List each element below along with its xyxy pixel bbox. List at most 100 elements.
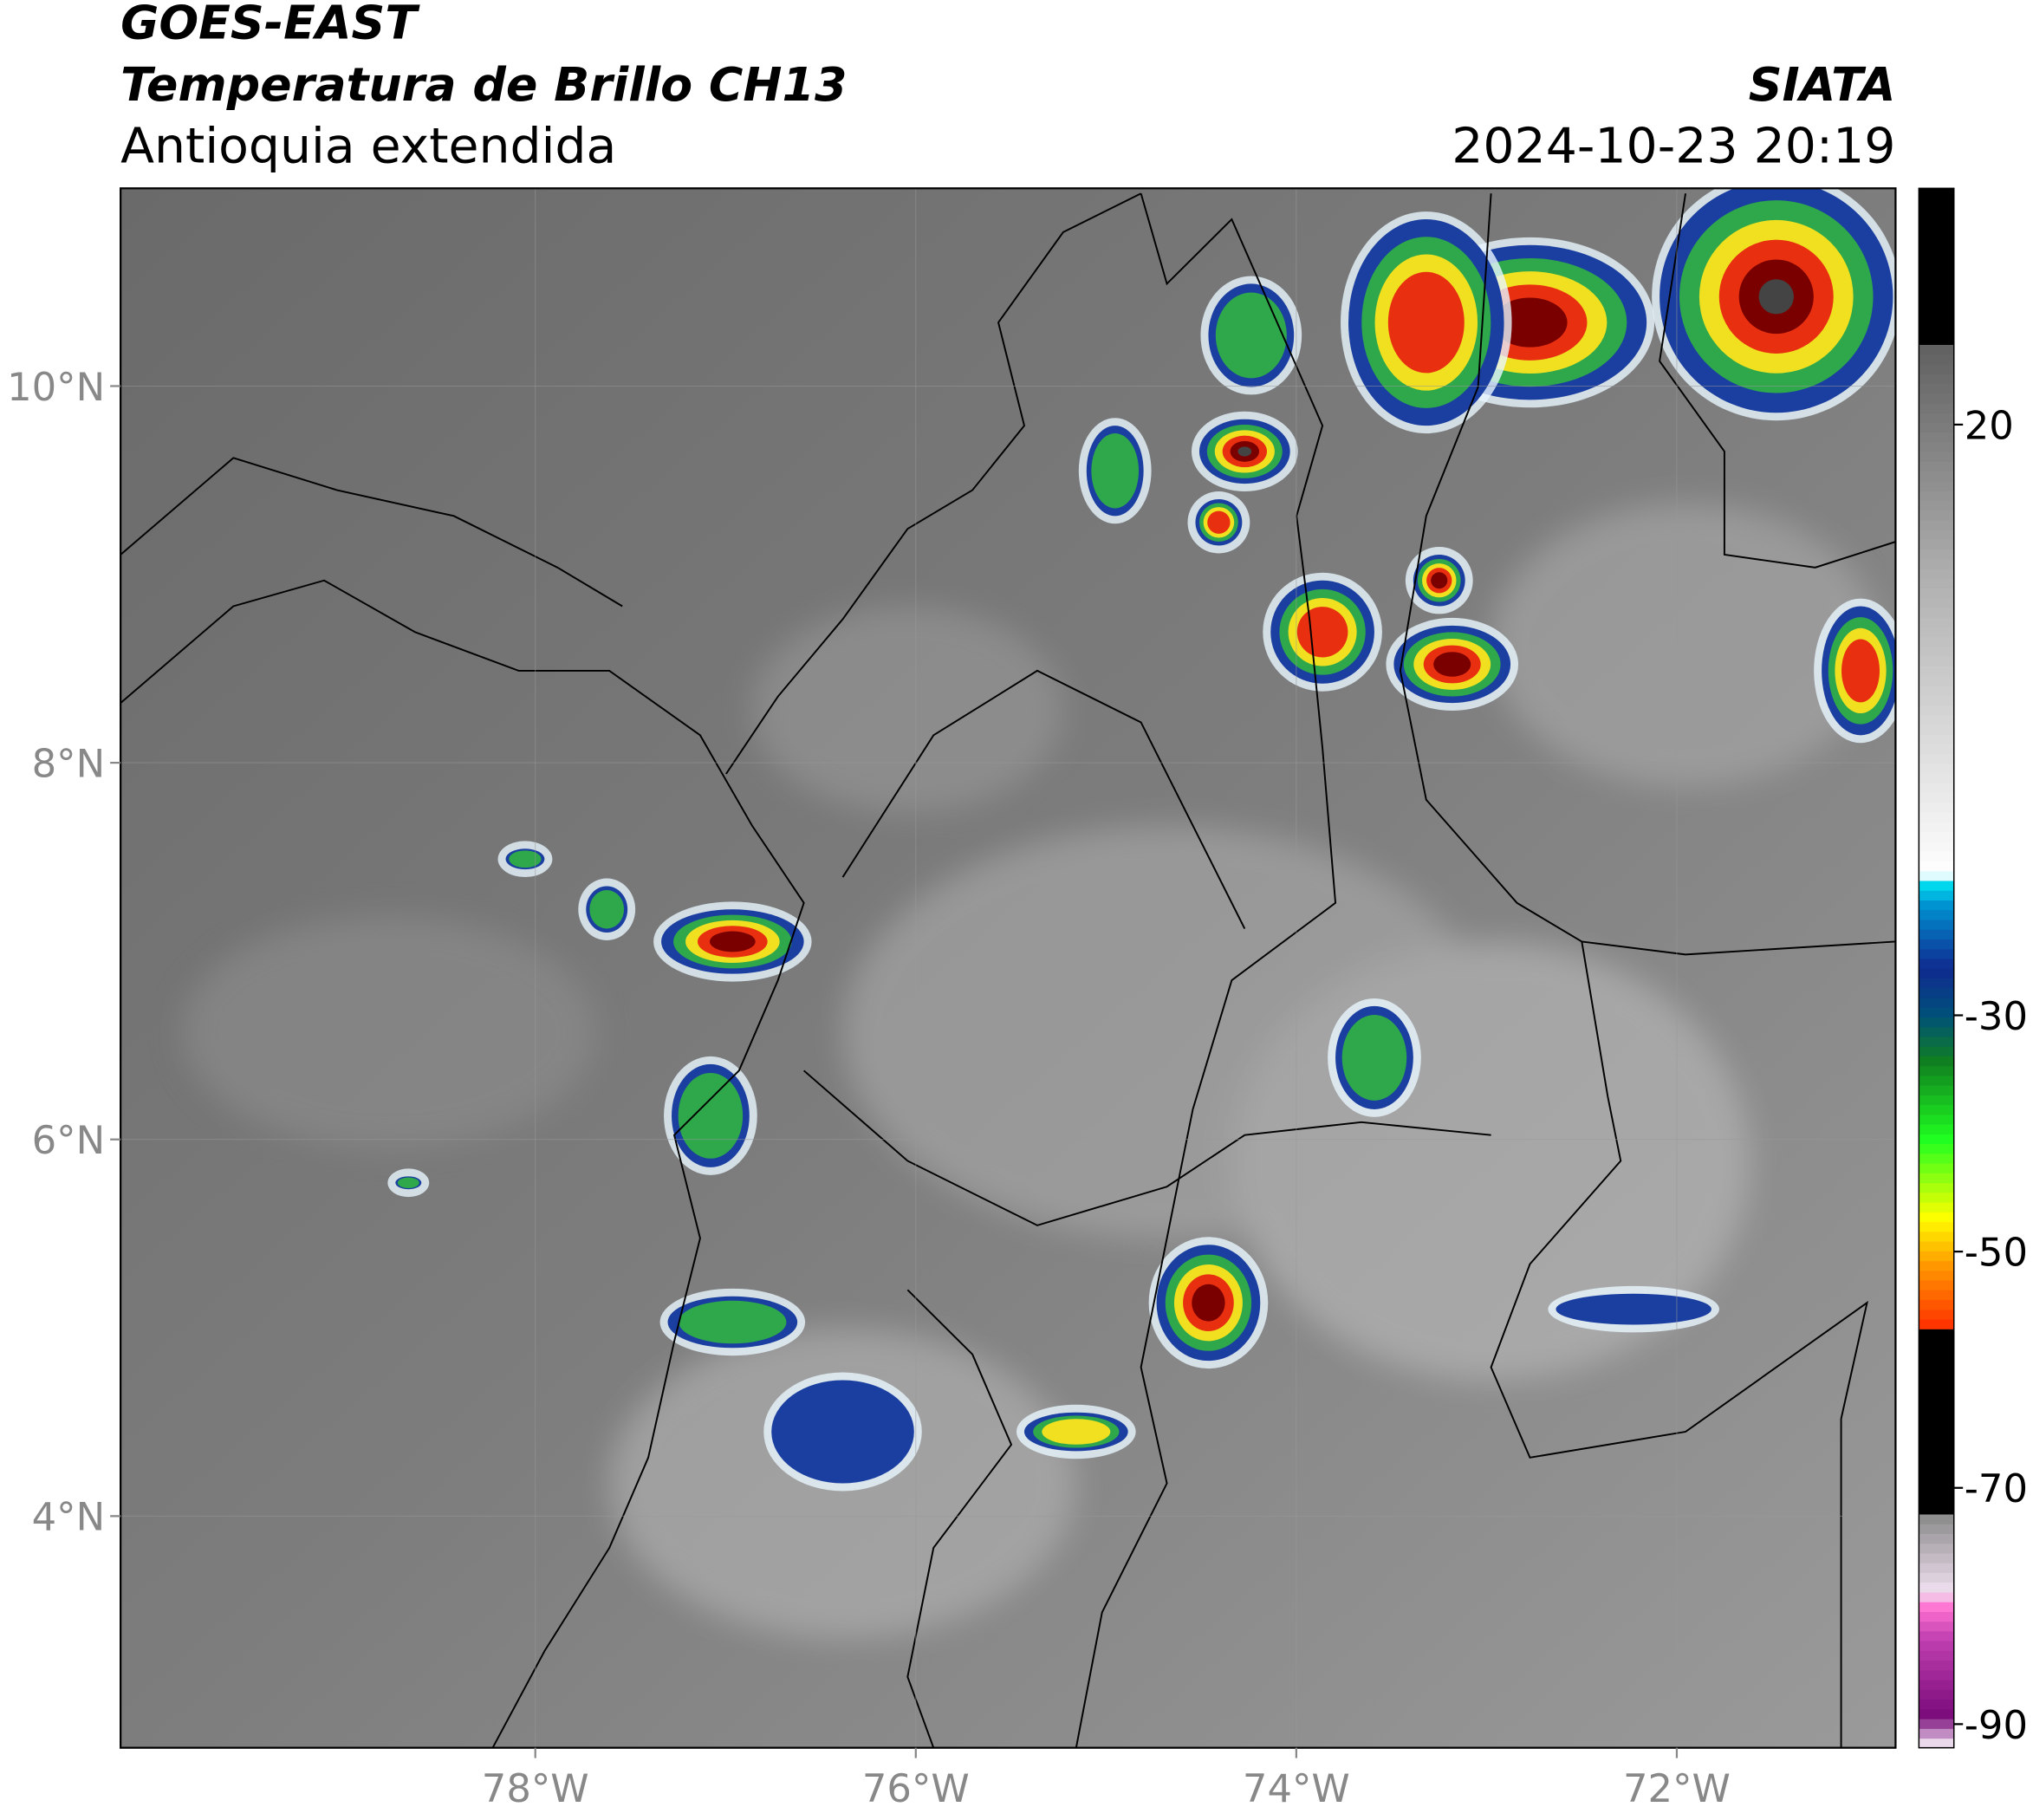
storm-level [1341,1014,1407,1101]
storm-level [678,1072,744,1159]
colorbar-cell [1919,1045,1954,1056]
colorbar-cell [1919,1026,1954,1037]
colorbar-cell [1919,900,1954,911]
colorbar-cell [1919,1114,1954,1125]
colorbar-cell [1919,1718,1954,1729]
colorbar-cell [1919,1104,1954,1115]
colorbar-cell [1919,890,1954,900]
colorbar-cell [1919,266,1954,277]
colorbar-cell [1919,393,1954,404]
colorbar-cell [1919,1075,1954,1086]
storm-level [1841,639,1880,703]
colorbar-cell [1919,188,1954,199]
colorbar-cell [1919,558,1954,569]
colorbar-cell [1919,480,1954,491]
storm-level [1433,652,1471,677]
colorbar-cell [1919,218,1954,229]
colorbar-cell [1919,928,1954,939]
grid [120,188,1896,1748]
colorbar-cell [1919,939,1954,950]
colorbar-cell [1919,1357,1954,1368]
colorbar-cell [1919,441,1954,452]
colorbar-cell [1919,1056,1954,1067]
colorbar-cell [1919,315,1954,326]
colorbar-cell [1919,763,1954,774]
colorbar-cell [1919,1143,1954,1154]
colorbar-cell [1919,519,1954,530]
colorbar-cell [1919,646,1954,657]
colorbar-cell [1919,948,1954,959]
colorbar-cell [1919,1669,1954,1680]
storm-level [509,850,542,868]
colorbar-cell [1919,1095,1954,1106]
colorbar-cell [1919,1446,1954,1457]
borders [120,192,1896,1748]
colorbar-cell [1919,276,1954,287]
colorbar-cell [1919,1407,1954,1418]
colorbar-cell [1919,1679,1954,1690]
colorbar-cell [1919,1455,1954,1466]
colorbar-cell [1919,870,1954,881]
colorbar-cell [1919,734,1954,745]
colorbar-cell [1919,1251,1954,1262]
colorbar-tick-label: -30 [1965,993,2028,1039]
colorbar-cell [1919,305,1954,316]
colorbar-cell [1919,198,1954,209]
x-tick-label: 78°W [482,1765,589,1811]
storm-level [1215,292,1287,379]
colorbar-cell [1919,1435,1954,1446]
colorbar-cell [1919,666,1954,677]
colorbar-cell [1919,1084,1954,1095]
colorbar-cell [1919,1416,1954,1427]
colorbar-cell [1919,685,1954,696]
colorbar-cell [1919,978,1954,989]
colorbar-cell [1919,695,1954,706]
colorbar-cell [1919,1738,1954,1749]
x-tick-label: 72°W [1623,1765,1731,1811]
colorbar-cell [1919,324,1954,335]
storm-level [1758,279,1794,315]
colorbar-cell [1919,1065,1954,1076]
x-tick-label: 74°W [1243,1765,1350,1811]
colorbar-cell [1919,1338,1954,1349]
colorbar-cell [1919,334,1954,345]
colorbar-cell [1919,1426,1954,1437]
colorbar-cell [1919,1543,1954,1554]
colorbar-cell [1919,1396,1954,1407]
colorbar-cell [1919,1474,1954,1485]
y-tick-label: 6°N [32,1117,106,1163]
colorbar-cell [1919,607,1954,618]
colorbar-tick-label: -50 [1965,1230,2028,1276]
colorbar-cell [1919,1640,1954,1651]
storm-level [1207,510,1231,534]
colorbar-cell [1919,773,1954,784]
colorbar-cell [1919,578,1954,589]
storm-level [1492,297,1568,348]
colorbar-cell [1919,1182,1954,1193]
colorbar-cell [1919,1562,1954,1573]
colorbar-cell [1919,1533,1954,1544]
storm-level [1431,572,1448,589]
colorbar-cell [1919,744,1954,755]
map-frame [120,187,1897,1749]
storm-level [1556,1293,1711,1325]
colorbar-cell [1919,802,1954,813]
colorbar-cell [1919,1621,1954,1632]
storm-level [1387,271,1465,374]
colorbar-cell [1919,1552,1954,1563]
colorbar-cell [1919,1387,1954,1398]
colorbar: -90 -70 -50 -30 20 [1919,188,2028,1749]
region: Antioquia extendida [120,118,616,175]
colorbar-cell [1919,1582,1954,1593]
colorbar-cell [1919,1689,1954,1700]
colorbar-cell [1919,227,1954,238]
colorbar-cell [1919,412,1954,423]
colorbar-cell [1919,257,1954,268]
colorbar-cell [1919,714,1954,725]
colorbar-cell [1919,1504,1954,1515]
colorbar-cell [1919,919,1954,930]
storm-level [771,1380,914,1484]
colorbar-cell [1919,1523,1954,1534]
storm-level [679,1300,787,1344]
storm-level [710,931,756,952]
